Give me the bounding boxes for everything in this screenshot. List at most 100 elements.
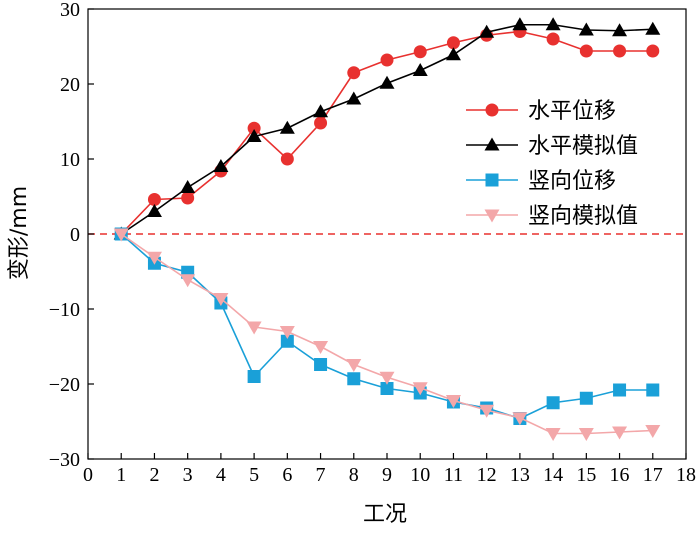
series-1-point [579, 44, 593, 58]
series-4-point [578, 428, 594, 441]
series-1 [114, 25, 660, 241]
y-tick-label: −30 [49, 449, 80, 471]
series-3-point [380, 382, 394, 395]
series-3-point [347, 372, 361, 386]
x-tick-label: 11 [444, 464, 463, 486]
x-tick-label: 0 [83, 464, 93, 486]
series-3-point [646, 383, 660, 397]
series-1-point [347, 66, 361, 80]
series-4-point [412, 382, 428, 396]
series-1-point [413, 45, 427, 59]
x-tick-label: 14 [543, 464, 563, 486]
series-4-point [445, 395, 461, 408]
x-tick-label: 16 [610, 464, 630, 486]
x-tick-label: 9 [382, 464, 392, 486]
series-1-point [613, 44, 627, 58]
legend-label: 竖向位移 [528, 169, 616, 194]
series-4-point [479, 404, 495, 418]
series-2-point [279, 120, 295, 134]
series-2-point [512, 17, 528, 31]
series-4-point [213, 293, 229, 306]
series-2-point [146, 204, 162, 217]
series-4-point [512, 412, 528, 426]
series-3-point [613, 383, 627, 397]
legend-item-3: 竖向位移 [466, 169, 616, 194]
legend-marker [484, 209, 500, 223]
legend-item-1: 水平位移 [466, 99, 616, 124]
y-tick-label: 10 [60, 149, 80, 171]
series-1-point [147, 193, 161, 206]
x-tick-label: 13 [510, 464, 530, 486]
series-2-point [645, 21, 661, 35]
y-tick-label: 20 [60, 74, 80, 96]
series-2-point [479, 24, 495, 38]
x-tick-label: 3 [183, 464, 193, 486]
x-tick-label: 8 [349, 464, 359, 486]
series-3-point [546, 396, 560, 410]
x-axis-title: 工况 [363, 502, 407, 527]
y-tick-label: −20 [49, 374, 80, 396]
x-tick-label: 5 [249, 464, 259, 486]
series-4-point [545, 428, 561, 441]
series-4-point [113, 228, 129, 242]
series-2-point [313, 104, 329, 118]
legend-label: 竖向模拟值 [528, 204, 638, 229]
y-tick-label: 0 [70, 224, 80, 246]
series-3-point [247, 370, 261, 383]
series-2-point [612, 23, 628, 37]
series-4-point [180, 274, 196, 288]
axes-layer: 0 1 2 3 4 5 6 7 8 9 10 11 12 13 14 15 16 17 18−30−20−10010… [49, 0, 696, 486]
legend-marker [485, 103, 499, 117]
series-2-point [346, 91, 362, 105]
series-4-point [612, 426, 628, 440]
series-4-point [645, 425, 661, 438]
x-tick-label: 18 [676, 464, 696, 486]
y-axis-title: 变形/mm [7, 186, 32, 280]
y-tick-label: −10 [49, 299, 80, 321]
series-1-point [247, 121, 261, 135]
series-2-point [379, 75, 395, 89]
series-2-point [545, 17, 561, 31]
y-tick-label: 30 [60, 0, 80, 21]
series-3-point [579, 391, 593, 405]
series-1-point [546, 32, 560, 46]
x-tick-label: 10 [410, 464, 430, 486]
series-2-point [246, 129, 262, 142]
series-3-point [280, 334, 294, 348]
legend-marker [485, 173, 499, 187]
x-tick-label: 12 [477, 464, 497, 486]
legend-item-4: 竖向模拟值 [466, 204, 638, 229]
series-2 [113, 17, 661, 240]
series-2-point [578, 22, 594, 36]
x-tick-label: 7 [316, 464, 326, 486]
series-2-point [213, 159, 229, 172]
x-tick-label: 17 [643, 464, 663, 486]
series-1-point [314, 116, 328, 130]
series-3-point [314, 358, 328, 371]
x-tick-label: 15 [576, 464, 596, 486]
x-tick-label: 1 [116, 464, 126, 486]
series-4-point [246, 321, 262, 335]
series-4-point [313, 341, 329, 354]
series-layer [113, 17, 661, 441]
legend-marker [484, 137, 500, 151]
x-tick-label: 2 [149, 464, 159, 486]
x-tick-label: 6 [282, 464, 292, 486]
series-3 [114, 227, 660, 425]
legend-label: 水平模拟值 [528, 134, 638, 159]
series-4-point [346, 359, 362, 372]
series-1-point [280, 152, 294, 166]
series-4-point [146, 251, 162, 265]
series-2-point [412, 63, 428, 76]
series-1-point [181, 191, 195, 205]
series-4 [113, 228, 661, 441]
series-1-point [446, 36, 460, 50]
series-1-point [646, 44, 660, 58]
legend-item-2: 水平模拟值 [466, 134, 638, 159]
series-2-point [445, 47, 461, 61]
series-2-point [180, 180, 196, 193]
series-4-point [379, 371, 395, 385]
x-tick-label: 4 [216, 464, 226, 486]
